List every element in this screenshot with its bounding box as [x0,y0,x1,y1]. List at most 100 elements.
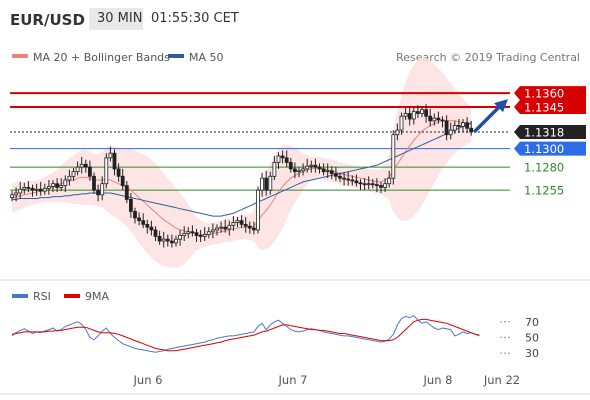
candle [321,163,326,176]
rsi-level: 70 [500,316,539,329]
candle [38,181,43,196]
candle-body [329,170,334,174]
candle-body [239,220,244,225]
legend-9ma-label: 9MA [85,290,109,303]
candle [124,180,129,204]
candle [55,178,59,193]
candle-body [112,152,117,170]
candle-body [55,183,59,188]
candle-body [256,189,260,231]
candle-body [428,115,433,122]
legend-ma50-swatch [168,54,184,58]
price-level-tag: 1.1345 [514,99,586,114]
candle-body [284,157,289,163]
candle-body [444,120,449,136]
candle [420,106,424,118]
candle [292,162,297,179]
candle-body [297,170,301,173]
candle-body [178,235,183,240]
candle-body [325,170,330,173]
candle [309,160,314,173]
candle [219,221,224,233]
candle-body [309,164,314,167]
candle-body [133,211,137,219]
legend-ma20-label: MA 20 + Bollinger Bands [33,51,170,64]
candle-body [10,194,14,198]
candle [30,184,35,197]
candle-body [288,162,293,170]
candle-body [186,231,191,235]
candle [297,167,301,178]
candle-body [128,199,133,212]
candle-body [88,166,92,177]
candle-body [210,229,215,233]
candle [26,180,31,193]
candle-body [34,188,39,191]
candle-body [399,115,404,131]
candle-body [59,185,64,188]
candle [366,176,371,190]
candle-body [120,175,125,186]
candle-body [96,189,100,196]
candle [280,150,285,164]
candle-body [280,155,285,159]
candle [206,227,211,239]
price-tag-label: 1.1255 [524,184,564,198]
candle [399,112,404,135]
candle-body [165,238,170,242]
candle [383,178,388,193]
candle [325,163,330,179]
candle-body [251,227,256,231]
candle-body [223,226,228,230]
candle [461,118,465,132]
candle-body [333,173,338,177]
interval-badge[interactable]: 30 MIN [89,8,151,30]
price-level-tag: 1.1360 [514,86,586,101]
candle-body [26,187,31,189]
legend-ma50-label: MA 50 [189,51,224,64]
candle-body [124,185,129,200]
candle-body [174,238,178,244]
x-axis-label: Jun 8 [423,373,453,387]
candle-body [141,220,146,225]
candle-body [358,182,363,185]
legend-rsi-label: RSI [33,290,51,303]
candle [313,158,318,173]
candle-body [42,187,47,192]
candle-body [235,220,240,223]
candle-body [145,223,150,228]
candle [141,213,146,229]
candle [407,106,412,126]
price-tag-label: 1.1280 [524,161,564,175]
candle [14,187,19,202]
candle [260,172,265,197]
candle-body [243,223,248,227]
candle-body [169,240,174,244]
candle-body [219,226,224,229]
candle [96,184,100,202]
candle-body [301,168,306,172]
candle-body [395,129,400,136]
candle-body [362,183,367,186]
rsi-tick-label: 30 [525,347,539,360]
rsi-9ma-line [11,318,480,352]
candle [432,113,437,126]
candle [387,170,392,188]
candle-body [268,175,273,191]
candle-body [338,175,342,179]
candle-body [321,168,326,173]
candle [116,163,121,182]
candle-body [247,225,252,229]
symbol-label: EUR/USD [10,11,85,29]
candle [354,174,359,187]
candle [456,118,461,133]
candle [301,163,306,176]
candle-body [182,233,187,236]
candle-body [149,226,154,231]
candle-body [67,175,72,181]
candle [169,234,174,248]
price-tag-bg [514,141,586,156]
candle [272,155,277,181]
candle-body [71,171,76,177]
